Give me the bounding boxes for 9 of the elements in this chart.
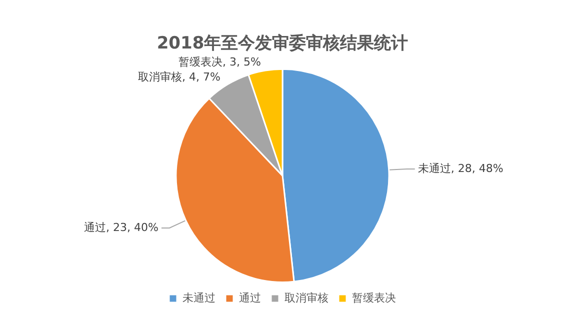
data-label: 取消审核, 4, 7%	[138, 70, 220, 84]
data-label: 未通过, 28, 48%	[418, 162, 504, 175]
legend-label: 取消审核	[284, 291, 328, 304]
legend-label: 通过	[239, 291, 261, 304]
legend-label: 未通过	[182, 291, 216, 304]
data-label: 通过, 23, 40%	[84, 220, 158, 234]
legend-label: 暂缓表决	[352, 291, 396, 304]
data-label: 暂缓表决, 3, 5%	[178, 56, 261, 69]
chart-title: 2018年至今发审委审核结果统计	[156, 34, 408, 54]
